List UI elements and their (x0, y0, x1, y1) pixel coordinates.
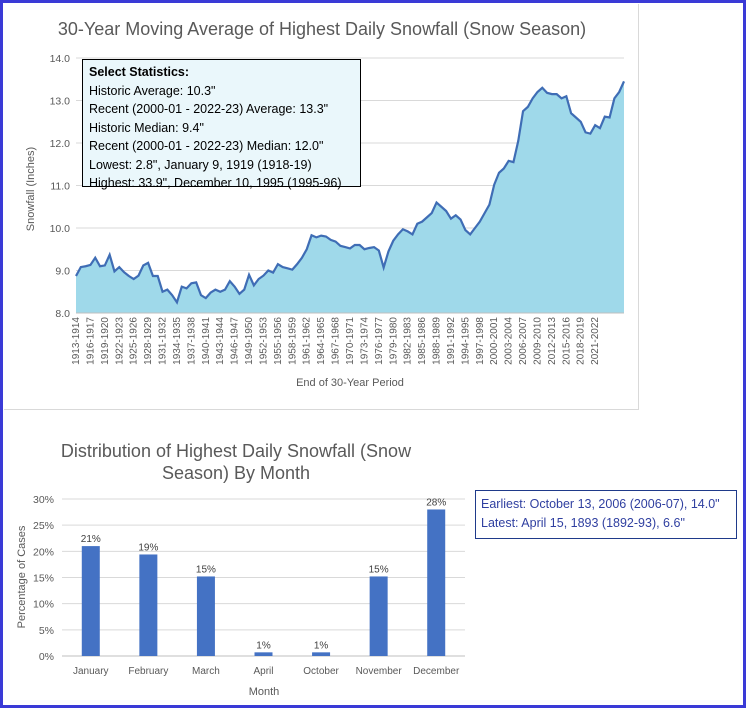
latest-date: Latest: April 15, 1893 (1892-93), 6.6" (481, 516, 685, 530)
chart1-y-tick-label: 10.0 (50, 223, 71, 235)
chart1-y-tick-label: 13.0 (50, 96, 71, 108)
chart1-x-tick-label: 2021-2022 (590, 317, 601, 365)
chart1-x-tick-label: 1982-1983 (403, 317, 414, 365)
chart1-x-tick-label: 1988-1989 (432, 317, 443, 365)
chart1-x-tick-label: 2000-2001 (489, 317, 500, 365)
chart1-x-tick-label: 1985-1986 (417, 317, 428, 365)
stat-historic-average: Historic Average: 10.3" (89, 83, 216, 98)
chart1-x-tick-label: 1967-1968 (331, 317, 342, 365)
stat-recent-average: Recent (2000-01 - 2022-23) Average: 13.3… (89, 102, 329, 116)
chart1-x-tick-label: 1940-1941 (201, 317, 212, 365)
chart1-x-axis-title: End of 30-Year Period (296, 377, 404, 389)
chart1-x-tick-label: 1970-1971 (345, 317, 356, 365)
chart1-x-tick-label: 1997-1998 (475, 317, 486, 365)
statistics-header: Select Statistics: (89, 65, 190, 79)
chart1-x-tick-label: 1949-1950 (244, 317, 255, 365)
chart1-x-tick-label: 1943-1944 (215, 317, 226, 365)
chart1-y-tick-label: 14.0 (50, 53, 71, 65)
chart1-y-tick-label: 8.0 (55, 308, 70, 320)
chart1-x-tick-label: 1979-1980 (388, 317, 399, 365)
select-statistics-box: Select Statistics: Historic Average: 10.… (82, 59, 361, 190)
stat-lowest: Lowest: 2.8", January 9, 1919 (1918-19) (89, 157, 312, 172)
chart1-x-tick-label: 1994-1995 (460, 317, 471, 365)
chart1-y-tick-label: 12.0 (50, 138, 71, 150)
moving-average-area (76, 81, 624, 313)
chart1-x-tick-label: 1916-1917 (85, 317, 96, 365)
chart1-y-axis-title: Snowfall (Inches) (25, 147, 37, 231)
stat-historic-median: Historic Median: 9.4" (89, 120, 204, 135)
chart1-x-tick-label: 1973-1974 (359, 317, 370, 365)
chart1-x-tick-label: 2009-2010 (532, 317, 543, 365)
chart1-x-tick-label: 1964-1965 (316, 317, 327, 365)
chart1-x-tick-label: 2015-2016 (561, 317, 572, 365)
chart1-y-tick-label: 9.0 (55, 266, 70, 278)
chart1-x-tick-label: 1955-1956 (273, 317, 284, 365)
chart1-x-tick-label: 1931-1932 (158, 317, 169, 365)
chart1-x-tick-label: 1946-1947 (230, 317, 241, 365)
stat-highest: Highest: 33.9", December 10, 1995 (1995-… (89, 176, 342, 190)
chart1-x-tick-label: 1913-1914 (71, 317, 82, 365)
chart1-x-tick-label: 2018-2019 (576, 317, 587, 365)
earliest-latest-box: Earliest: October 13, 2006 (2006-07), 14… (475, 490, 737, 539)
chart1-x-tick-label: 1961-1962 (302, 317, 313, 365)
chart1-x-tick-label: 1922-1923 (114, 317, 125, 365)
chart1-x-tick-label: 2012-2013 (547, 317, 558, 365)
chart1-x-tick-label: 2006-2007 (518, 317, 529, 365)
earliest-date: Earliest: October 13, 2006 (2006-07), 14… (481, 497, 720, 511)
chart1-x-tick-label: 1991-1992 (446, 317, 457, 365)
chart1-x-tick-label: 1925-1926 (129, 317, 140, 365)
stat-recent-median: Recent (2000-01 - 2022-23) Median: 12.0" (89, 139, 324, 153)
chart1-y-tick-label: 11.0 (50, 181, 70, 193)
chart1-x-tick-label: 1919-1920 (100, 317, 111, 365)
moving-average-line (75, 80, 626, 305)
chart1-x-tick-label: 1934-1935 (172, 317, 183, 365)
chart1-x-tick-label: 1976-1977 (374, 317, 385, 365)
chart1-title: 30-Year Moving Average of Highest Daily … (58, 19, 586, 39)
moving-average-chart-panel: 30-Year Moving Average of Highest Daily … (4, 4, 639, 410)
chart1-x-tick-label: 2003-2004 (504, 317, 515, 365)
chart1-x-tick-label: 1952-1953 (258, 317, 269, 365)
chart1-x-tick-label: 1937-1938 (186, 317, 197, 365)
chart1-x-tick-label: 1958-1959 (287, 317, 298, 365)
chart1-x-tick-label: 1928-1929 (143, 317, 154, 365)
